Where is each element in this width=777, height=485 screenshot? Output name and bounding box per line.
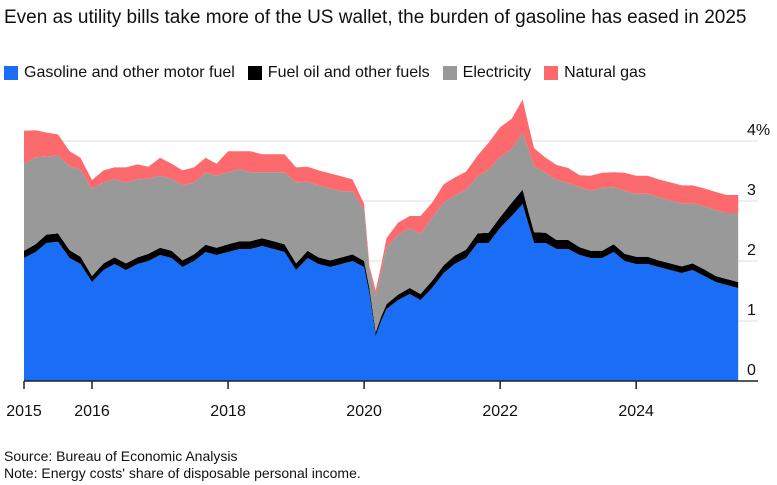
legend-item-electricity: Electricity: [442, 64, 532, 82]
legend-label-electricity: Electricity: [462, 64, 532, 81]
legend-label-fuel-oil: Fuel oil and other fuels: [267, 64, 430, 81]
note-text: Note: Energy costs' share of disposable …: [4, 465, 361, 481]
y-tick-label-4: 4%: [747, 122, 770, 139]
legend-swatch-fuel-oil: [247, 66, 262, 80]
legend-item-fuel-oil: Fuel oil and other fuels: [247, 64, 430, 82]
x-tick-label-2024: 2024: [618, 403, 654, 420]
legend-swatch-natural-gas: [544, 66, 559, 80]
x-tick-label-2018: 2018: [210, 403, 246, 420]
area-electricity: [24, 132, 739, 333]
legend-item-gasoline: Gasoline and other motor fuel: [4, 64, 235, 82]
x-tick-label-2020: 2020: [346, 403, 382, 420]
chart-title: Even as utility bills take more of the U…: [4, 7, 747, 28]
chart-legend: Gasoline and other motor fuel Fuel oil a…: [4, 63, 659, 83]
area-gasoline-and-other-motor-fuel: [24, 204, 739, 381]
y-tick-label-0: 0: [747, 362, 756, 379]
y-tick-label-3: 3: [747, 182, 756, 199]
legend-swatch-gasoline: [4, 66, 18, 80]
chart-footer: Source: Bureau of Economic Analysis Note…: [4, 448, 361, 482]
x-tick-label-2022: 2022: [482, 403, 518, 420]
source-note: Source: Bureau of Economic Analysis: [4, 448, 238, 464]
legend-label-natural-gas: Natural gas: [564, 64, 646, 81]
y-tick-label-1: 1: [747, 302, 756, 319]
y-tick-label-2: 2: [747, 242, 756, 259]
x-tick-label-2016: 2016: [74, 403, 110, 420]
legend-label-gasoline: Gasoline and other motor fuel: [24, 64, 235, 81]
legend-item-natural-gas: Natural gas: [544, 64, 646, 82]
x-tick-label-2015: 2015: [6, 403, 42, 420]
legend-swatch-electricity: [442, 66, 457, 80]
